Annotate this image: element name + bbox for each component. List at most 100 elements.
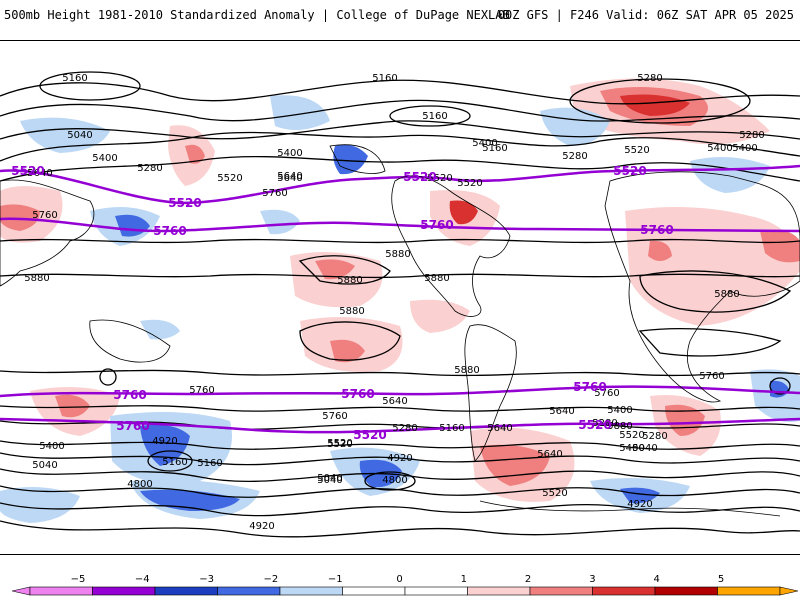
height-contour-label: 5040 — [67, 130, 92, 141]
height-contours — [0, 71, 800, 538]
colorbar-tick-label: 4 — [654, 574, 660, 585]
colorbar-tick-label: 2 — [525, 574, 531, 585]
height-contour-label: 5160 — [162, 457, 187, 468]
height-contour-label: 5640 — [487, 423, 512, 434]
height-contour — [0, 405, 800, 412]
anomaly-blob — [690, 157, 770, 193]
height-contour-label: 5640 — [277, 171, 302, 182]
height-contour-label: 5520 — [542, 488, 567, 499]
colorbar: −5 −4 −3 −2 −1 0 1 2 3 4 5 — [0, 565, 800, 600]
height-contour-label: 5520 — [327, 438, 352, 449]
colorbar-swatch — [529, 586, 593, 596]
height-contour-label: 5160 — [422, 111, 447, 122]
height-contour-label: 5400 — [707, 143, 732, 154]
height-contour-label: 5640 — [382, 396, 407, 407]
colorbar-swatch — [592, 586, 656, 596]
colorbar-swatch — [29, 586, 93, 596]
colorbar-arrow-right — [779, 586, 799, 596]
continent-outline — [464, 324, 517, 462]
height-contour — [0, 238, 800, 244]
height-contour-label: 5760 — [189, 385, 214, 396]
reference-contour-label: 5760 — [420, 218, 453, 232]
contour-labels: 5160516052805040540052805520564054005160… — [11, 73, 764, 532]
height-contour-label: 5880 — [424, 273, 449, 284]
height-contour-label: 5760 — [699, 371, 724, 382]
height-contour-label: 5640 — [537, 449, 562, 460]
colorbar-tick-label: 3 — [589, 574, 595, 585]
height-contour-label: 5280 — [642, 431, 667, 442]
colorbar-arrow-left — [11, 586, 31, 596]
colorbar-tick-label: 1 — [461, 574, 467, 585]
height-contour-label: 5880 — [385, 249, 410, 260]
height-contour — [0, 485, 800, 498]
height-contour-label: 4920 — [152, 436, 177, 447]
height-contour-label: 5880 — [607, 421, 632, 432]
height-contour-label: 5040 — [32, 460, 57, 471]
height-contour-label: 5160 — [62, 73, 87, 84]
continent-outline — [0, 179, 95, 287]
height-contour-label: 5760 — [322, 411, 347, 422]
height-contour — [0, 273, 800, 279]
height-contour-label: 5280 — [562, 151, 587, 162]
height-contour-label: 5280 — [392, 423, 417, 434]
height-contour — [0, 452, 800, 466]
colorbar-swatch — [467, 586, 531, 596]
colorbar-tick-label: 5 — [718, 574, 724, 585]
height-contour-label: 5280 — [739, 130, 764, 141]
height-contour-label: 5280 — [592, 418, 617, 429]
height-contour — [638, 328, 782, 357]
height-contour-label: 5160 — [197, 458, 222, 469]
height-contour-label: 5880 — [24, 273, 49, 284]
closed-contour — [569, 78, 751, 124]
anomaly-blob — [648, 240, 672, 261]
reference-contour-label: 5520 — [578, 418, 611, 432]
height-contour-label: 4920 — [249, 521, 274, 532]
height-contour-label: 4800 — [382, 475, 407, 486]
height-contour-label: 5280 — [137, 163, 162, 174]
reference-contour-label: 5520 — [353, 428, 386, 442]
height-contour-label: 5400 — [732, 143, 757, 154]
coastlines — [0, 144, 800, 517]
height-contour-label: 5760 — [262, 188, 287, 199]
reference-contour-label: 5760 — [640, 223, 673, 237]
height-contour-label: 5160 — [482, 143, 507, 154]
continent-outline — [479, 500, 781, 517]
anomaly-blob — [260, 209, 300, 235]
map-canvas: 5160516052805040540052805520564054005160… — [0, 71, 800, 538]
height-contour-label: 5880 — [454, 365, 479, 376]
reference-contour-5520 — [0, 417, 800, 434]
map-title: 500mb Height 1981-2010 Standardized Anom… — [4, 8, 510, 22]
colorbar-swatch — [217, 586, 281, 596]
reference-contour-label: 5760 — [116, 419, 149, 433]
colorbar-swatch — [342, 586, 406, 596]
continent-outline — [391, 175, 511, 317]
height-contour — [0, 440, 800, 450]
height-contour — [0, 120, 800, 140]
height-contour-label: 4920 — [387, 453, 412, 464]
anomaly-blob — [449, 200, 478, 225]
anomaly-blob — [20, 117, 110, 153]
colorbar-swatch — [279, 586, 343, 596]
height-contour — [298, 255, 391, 285]
reference-contour-label: 5760 — [113, 388, 146, 402]
anomaly-blob — [330, 339, 365, 363]
height-contour-label: 5400 — [277, 148, 302, 159]
height-contour-label: 5400 — [92, 153, 117, 164]
anomaly-blob — [760, 229, 800, 263]
height-contour-label: 5880 — [337, 275, 362, 286]
height-contour-label: 5520 — [327, 439, 352, 450]
anomaly-blob — [140, 319, 180, 340]
continent-outline — [89, 319, 171, 363]
reference-contour-label: 5760 — [153, 224, 186, 238]
height-contour — [0, 520, 800, 538]
colorbar-canvas: −5 −4 −3 −2 −1 0 1 2 3 4 5 — [11, 574, 799, 596]
height-contour-label: 5400 — [472, 138, 497, 149]
colorbar-swatch — [654, 586, 718, 596]
anomaly-blob — [0, 487, 80, 523]
height-contour — [0, 131, 800, 162]
colorbar-tick-label: −4 — [135, 574, 150, 585]
colorbar-swatch — [404, 586, 468, 596]
height-contour-label: 5640 — [549, 406, 574, 417]
anomaly-blob — [140, 424, 190, 466]
reference-contour-label: 5520 — [11, 164, 44, 178]
